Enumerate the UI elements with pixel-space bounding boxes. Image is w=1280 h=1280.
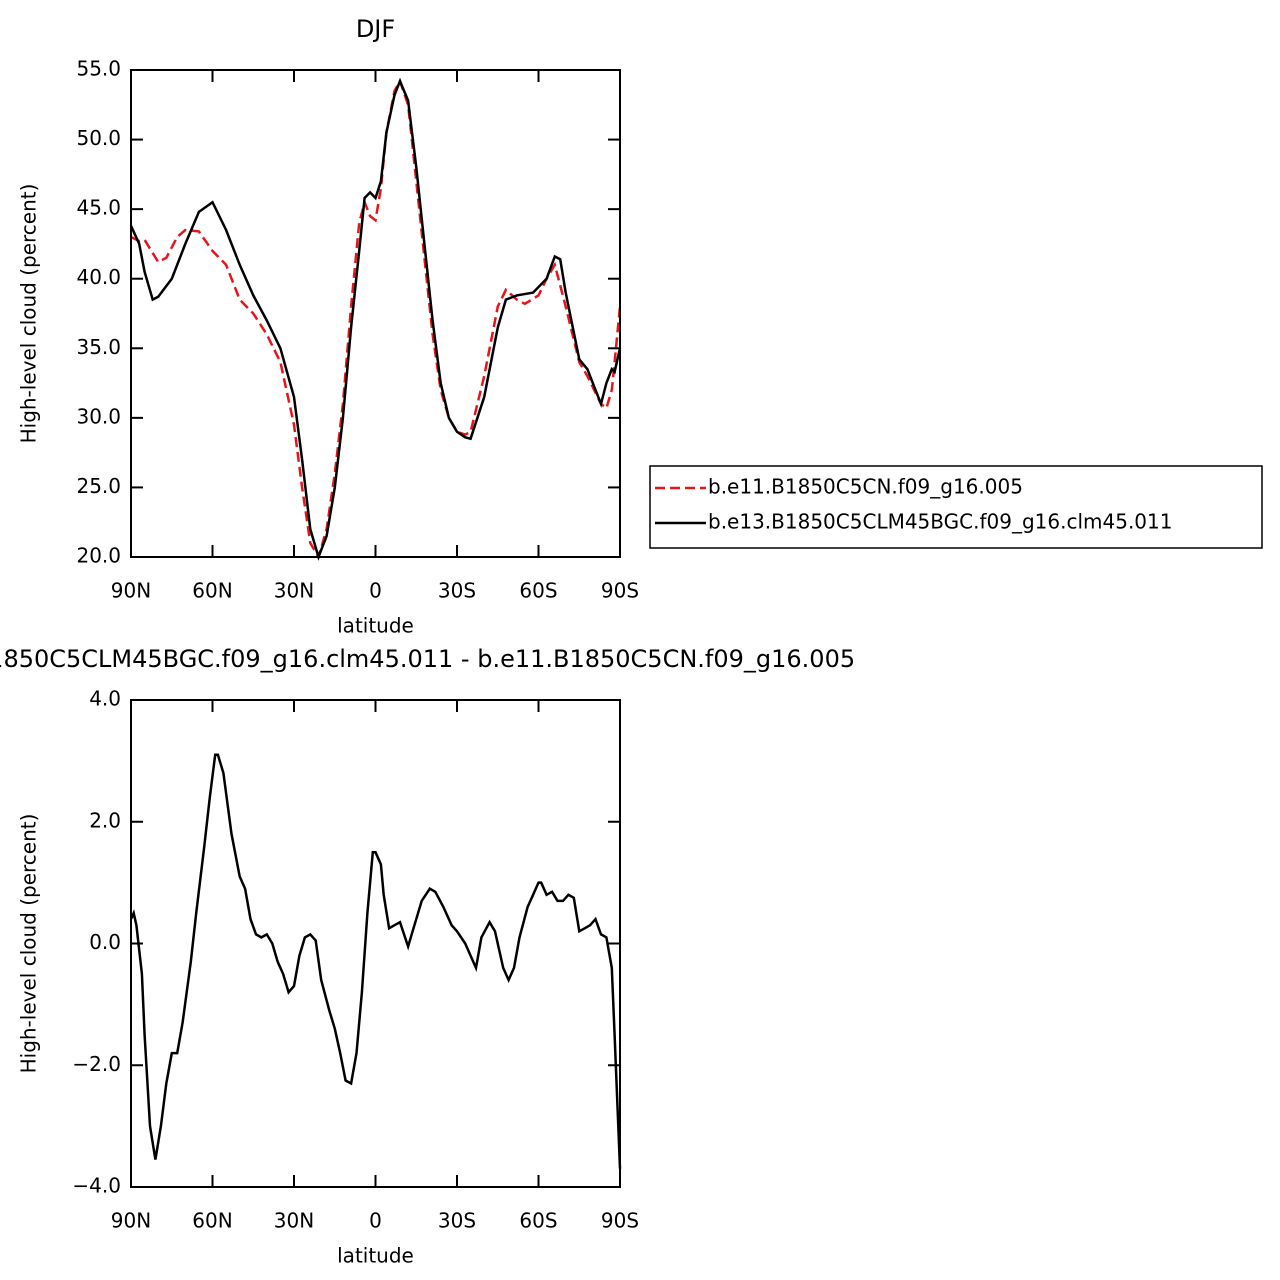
x-tick-label: 30N [274, 579, 314, 603]
chart-title: DJF [356, 15, 395, 43]
data-line [129, 753, 622, 1169]
y-tick-label: 30.0 [76, 404, 121, 428]
data-line [130, 78, 622, 561]
chart-title: b.e13.B1850C5CLM45BGC.f09_g16.clm45.011 … [0, 645, 855, 673]
y-tick-label: 55.0 [76, 57, 121, 81]
y-axis-label: High-level cloud (percent) [17, 814, 41, 1074]
x-tick-label: 60N [192, 1209, 232, 1233]
legend-label: b.e11.B1850C5CN.f09_g16.005 [708, 475, 1023, 499]
data-line [129, 77, 622, 561]
x-tick-label: 90N [111, 579, 151, 603]
y-tick-label: 4.0 [89, 687, 121, 711]
legend-box [649, 465, 1263, 549]
x-tick-label: 90S [601, 1209, 639, 1233]
y-tick-label: 25.0 [76, 474, 121, 498]
x-tick-label: 90S [601, 579, 639, 603]
plot-frame [130, 699, 621, 1188]
y-tick-label: 50.0 [76, 126, 121, 150]
x-tick-label: 60S [519, 579, 557, 603]
x-tick-label: 0 [369, 579, 382, 603]
x-tick-label: 60S [519, 1209, 557, 1233]
x-axis-label: latitude [337, 614, 414, 638]
x-tick-label: 0 [369, 1209, 382, 1233]
y-tick-label: 0.0 [89, 930, 121, 954]
x-axis-label: latitude [337, 1244, 414, 1268]
y-tick-label: 2.0 [89, 808, 121, 832]
legend-label: b.e13.B1850C5CLM45BGC.f09_g16.clm45.011 [708, 510, 1172, 534]
y-tick-label: 40.0 [76, 265, 121, 289]
y-tick-label: −4.0 [72, 1174, 121, 1198]
x-tick-label: 30S [438, 1209, 476, 1233]
x-tick-label: 30N [274, 1209, 314, 1233]
y-tick-label: 45.0 [76, 196, 121, 220]
plot-frame [130, 69, 621, 558]
x-tick-label: 30S [438, 579, 476, 603]
y-tick-label: 20.0 [76, 544, 121, 568]
y-axis-label: High-level cloud (percent) [17, 184, 41, 444]
x-tick-label: 90N [111, 1209, 151, 1233]
y-tick-label: −2.0 [72, 1052, 121, 1076]
x-tick-label: 60N [192, 579, 232, 603]
y-tick-label: 35.0 [76, 335, 121, 359]
